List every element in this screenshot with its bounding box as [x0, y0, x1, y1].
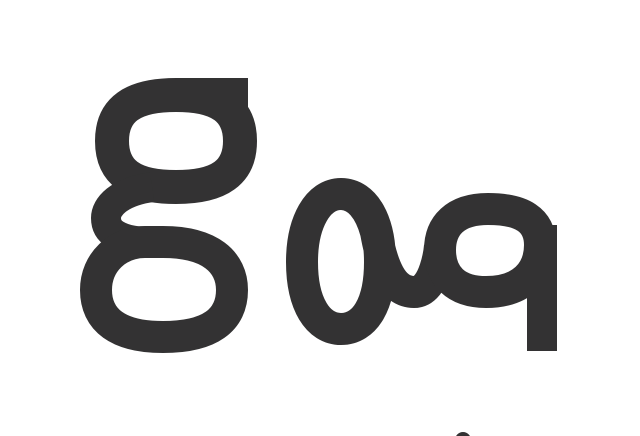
- partial-dot-mark: [455, 432, 471, 436]
- g-upper-bowl: [95, 78, 257, 204]
- q-bowl: [424, 193, 556, 308]
- orq-script: [286, 178, 456, 345]
- g-lower-loop: [80, 226, 248, 353]
